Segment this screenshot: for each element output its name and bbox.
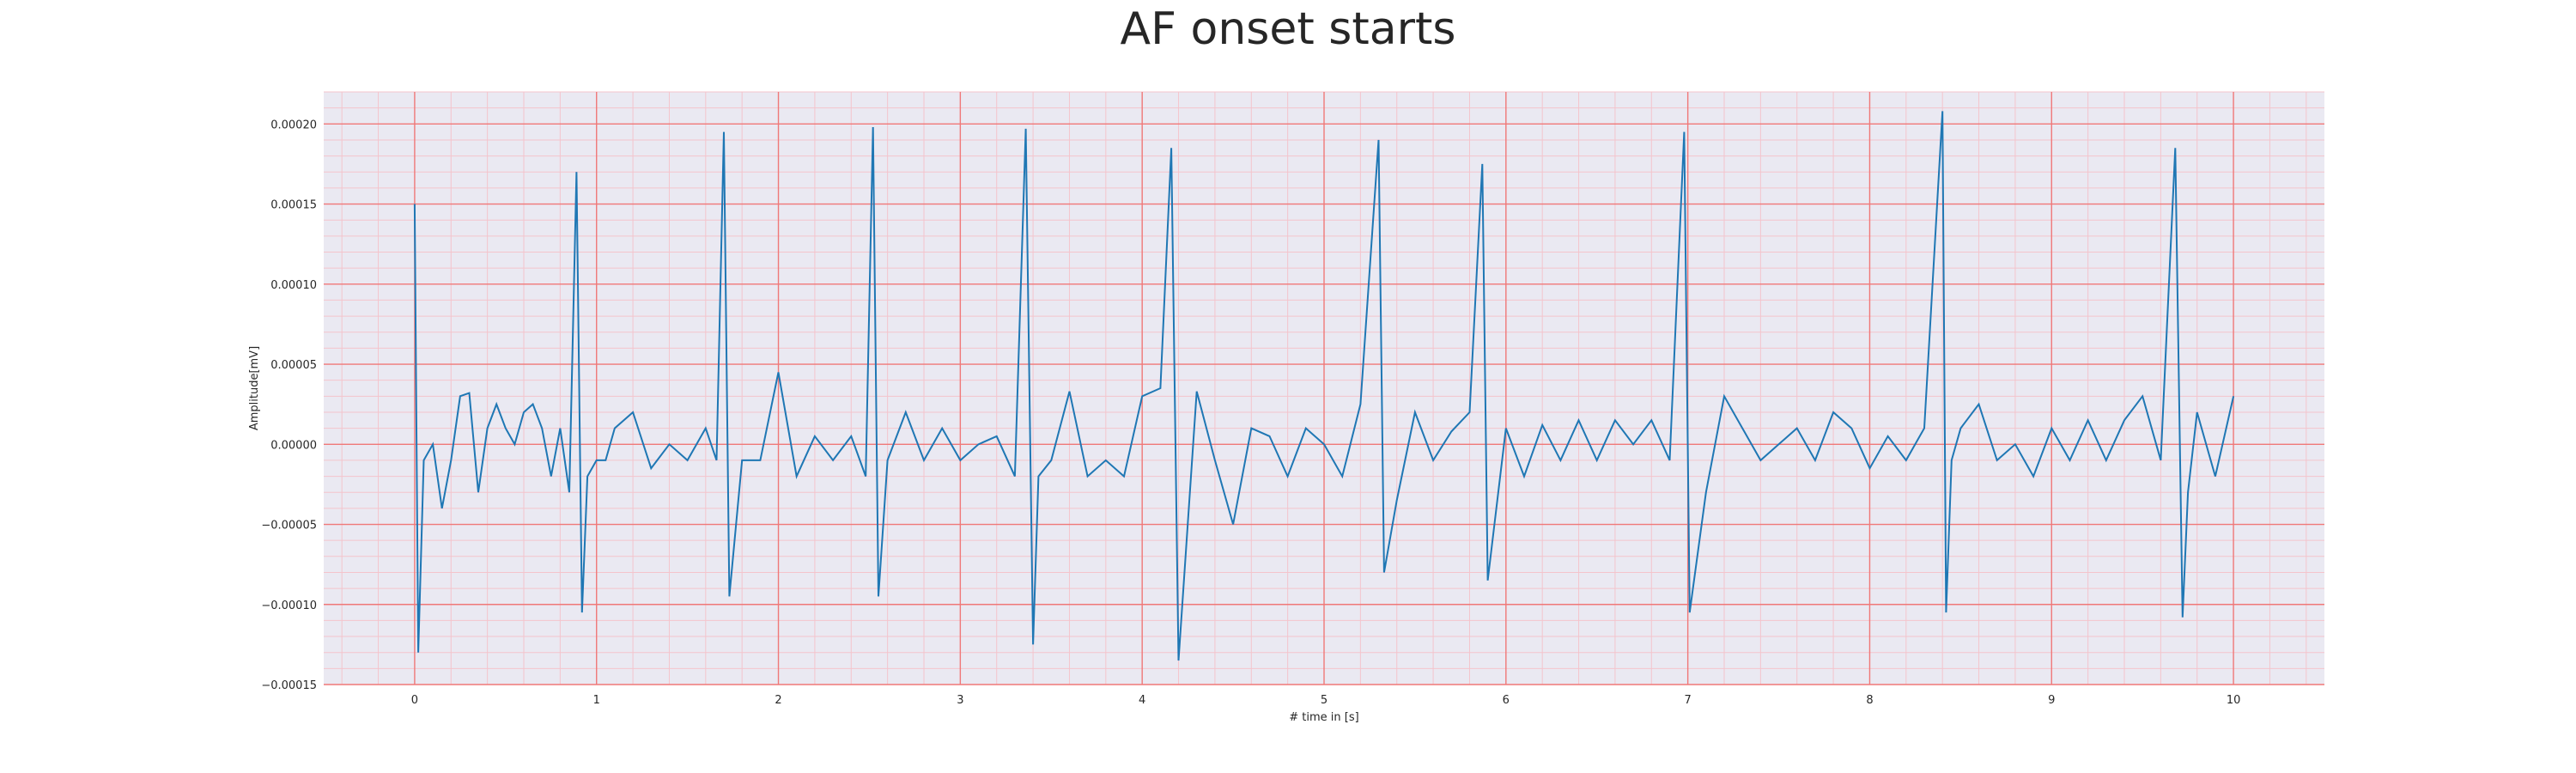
y-tick-label: 0.00020 xyxy=(270,119,317,131)
y-tick-label: 0.00015 xyxy=(270,199,317,212)
y-tick-label: 0.00010 xyxy=(270,279,317,292)
x-tick-label: 6 xyxy=(1503,694,1510,707)
x-tick-label: 10 xyxy=(2227,694,2241,707)
y-tick-label: −0.00015 xyxy=(261,679,317,692)
ecg-signal-line xyxy=(413,111,2235,661)
x-axis-ticks: 0 1 2 3 4 5 6 7 8 9 10 xyxy=(411,694,2241,707)
x-tick-label: 2 xyxy=(775,694,781,707)
x-tick-label: 4 xyxy=(1139,694,1145,707)
y-tick-label: 0.00000 xyxy=(270,439,317,452)
x-axis-label: # time in [s] xyxy=(1289,711,1358,724)
x-tick-label: 9 xyxy=(2048,694,2055,707)
y-axis-label: Amplitude[mV] xyxy=(248,346,261,430)
x-tick-label: 1 xyxy=(593,694,600,707)
x-tick-label: 0 xyxy=(411,694,418,707)
y-tick-label: 0.00005 xyxy=(270,359,317,372)
chart-title: AF onset starts xyxy=(1120,3,1456,55)
x-tick-label: 3 xyxy=(957,694,963,707)
y-axis-ticks: −0.00015 −0.00010 −0.00005 0.00000 0.00005 0.… xyxy=(261,119,317,692)
x-tick-label: 5 xyxy=(1321,694,1327,707)
x-tick-label: 8 xyxy=(1866,694,1873,707)
y-tick-label: −0.00010 xyxy=(261,600,317,612)
x-tick-label: 7 xyxy=(1684,694,1691,707)
y-tick-label: −0.00005 xyxy=(261,520,317,533)
